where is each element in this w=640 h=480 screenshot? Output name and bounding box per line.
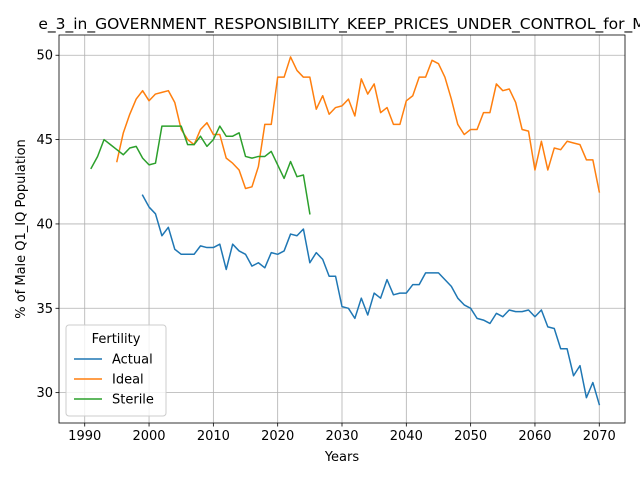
series-line-sterile [90,125,311,215]
legend: Fertility Actual Ideal Sterile [65,324,167,417]
y-tick-label: 40 [36,217,53,232]
x-tick-label: 2000 [132,429,165,444]
legend-box [65,324,167,417]
series-lines [90,56,601,406]
y-tick-label: 50 [36,49,53,64]
x-tick-label: 2060 [518,429,551,444]
x-tick-label: 2040 [390,429,423,444]
y-tick-label: 45 [36,133,53,148]
axis-ticks: 1990 2000 2010 2020 2030 2040 2050 2060 2070 30 35… [36,49,615,444]
y-tick-label: 35 [36,302,53,317]
y-axis-label: % of Male Q1_IQ Population [14,139,29,319]
x-axis-label: Years [324,450,360,465]
x-tick-label: 2010 [197,429,230,444]
x-tick-label: 2030 [325,429,358,444]
x-tick-label: 2020 [261,429,294,444]
legend-title: Fertility [92,332,141,347]
chart-title: e_3_in_GOVERNMENT_RESPONSIBILITY_KEEP_PR… [38,15,640,34]
legend-items: Actual Ideal Sterile [74,353,154,408]
x-tick-label: 2050 [454,429,487,444]
legend-label-sterile: Sterile [112,393,154,408]
series-line-actual [141,194,601,406]
y-tick-label: 30 [36,386,53,401]
x-tick-label: 1990 [68,429,101,444]
x-tick-label: 2070 [583,429,616,444]
series-line-ideal [115,56,601,193]
legend-label-ideal: Ideal [112,373,144,388]
legend-label-actual: Actual [112,353,153,368]
grid [59,35,625,423]
